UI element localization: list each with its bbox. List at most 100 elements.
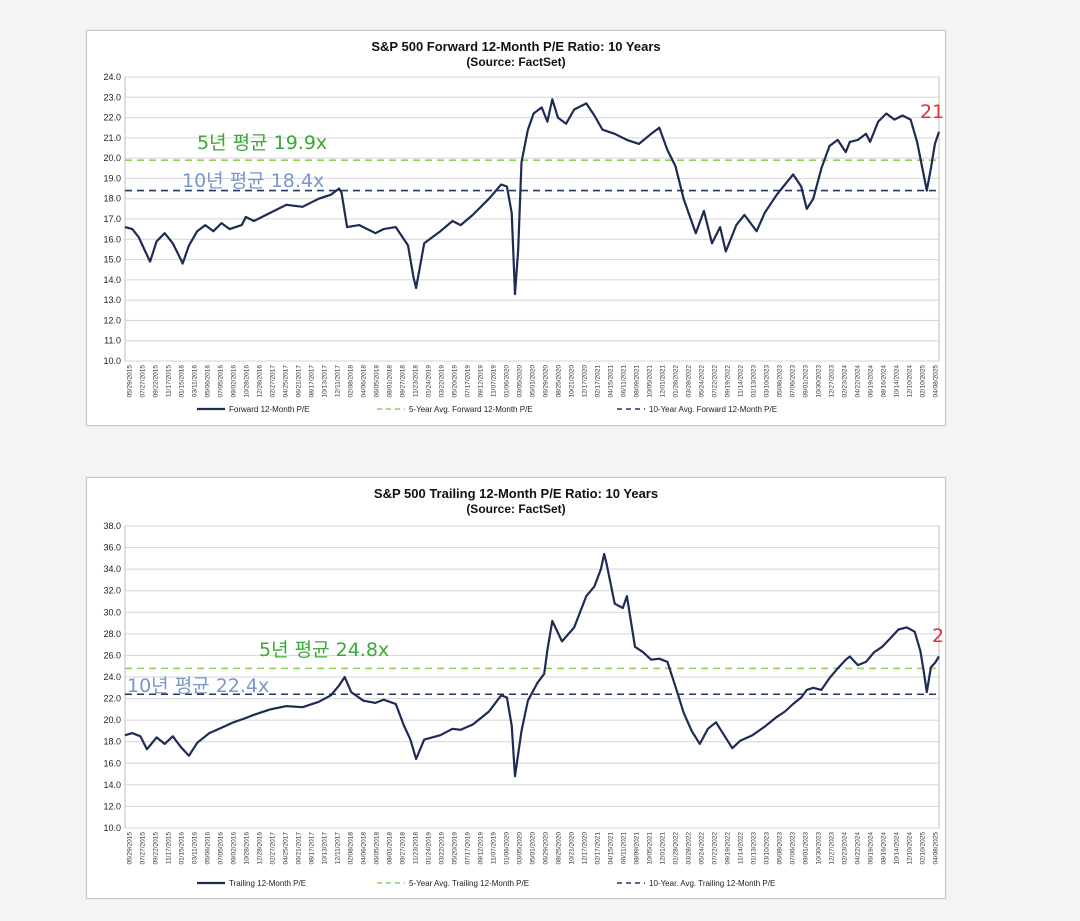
x-tick-label: 01/13/2023	[751, 365, 758, 398]
forward-pe-chart-card: S&P 500 Forward 12-Month P/E Ratio: 10 Y…	[86, 30, 946, 426]
x-tick-label: 10/14/2024	[894, 832, 901, 865]
x-tick-label: 05/08/2023	[777, 365, 784, 398]
x-tick-label: 02/17/2021	[595, 832, 602, 865]
x-tick-label: 10/21/2020	[569, 365, 576, 398]
y-tick-label: 22.0	[103, 694, 121, 704]
y-tick-label: 28.0	[103, 629, 121, 639]
x-tick-label: 12/27/2023	[829, 365, 836, 398]
x-tick-label: 07/22/2022	[712, 365, 719, 398]
x-tick-label: 05/01/2020	[530, 832, 537, 865]
x-tick-label: 04/15/2021	[608, 832, 615, 865]
x-tick-label: 06/29/2020	[543, 832, 550, 865]
x-tick-label: 02/23/2024	[842, 365, 849, 398]
legend-label: 5-Year Avg. Trailing 12-Month P/E	[409, 879, 529, 888]
x-tick-label: 05/06/2016	[205, 365, 212, 398]
x-tick-label: 03/05/2020	[517, 365, 524, 398]
x-tick-label: 04/25/2017	[283, 365, 290, 398]
pe-series-line	[124, 98, 941, 296]
x-tick-label: 08/16/2024	[881, 832, 888, 865]
x-tick-label: 10/13/2017	[322, 365, 329, 398]
y-tick-label: 14.0	[103, 780, 121, 790]
trailing-pe-chart-card: S&P 500 Trailing 12-Month P/E Ratio: 10 …	[86, 477, 946, 899]
x-tick-label: 10/30/2023	[816, 365, 823, 398]
x-tick-label: 01/24/2019	[426, 365, 433, 398]
x-tick-label: 08/16/2024	[881, 365, 888, 398]
x-tick-label: 05/01/2020	[530, 365, 537, 398]
x-tick-label: 07/22/2022	[712, 832, 719, 865]
x-tick-label: 03/10/2023	[764, 832, 771, 865]
y-tick-label: 13.0	[103, 295, 121, 305]
x-tick-label: 03/28/2022	[686, 365, 693, 398]
x-tick-label: 05/24/2022	[699, 832, 706, 865]
x-tick-label: 11/23/2018	[413, 832, 420, 864]
x-tick-label: 09/12/2019	[478, 365, 485, 398]
legend-label: Trailing 12-Month P/E	[229, 879, 306, 888]
x-tick-label: 12/10/2024	[907, 365, 914, 398]
y-tick-label: 12.0	[103, 315, 121, 325]
x-tick-label: 12/10/2024	[907, 832, 914, 865]
x-tick-label: 10/28/2016	[244, 832, 251, 865]
x-tick-label: 09/01/2023	[803, 365, 810, 398]
x-tick-label: 11/14/2022	[738, 832, 745, 864]
x-tick-label: 10/21/2020	[569, 832, 576, 865]
legend-label: 5-Year Avg. Forward 12-Month P/E	[409, 405, 533, 414]
y-tick-label: 24.0	[103, 72, 121, 82]
five-year-avg-annotation: 5년 평균 19.9x	[197, 132, 327, 154]
x-tick-label: 10/30/2023	[816, 832, 823, 865]
x-tick-label: 07/05/2016	[218, 832, 225, 865]
x-tick-label: 10/14/2024	[894, 365, 901, 398]
x-tick-label: 10/05/2021	[647, 832, 654, 865]
chart-subtitle: (Source: FactSet)	[466, 502, 565, 516]
x-tick-label: 04/25/2017	[283, 832, 290, 865]
x-tick-label: 07/17/2019	[465, 365, 472, 398]
y-tick-label: 10.0	[103, 356, 121, 366]
trailing-pe-chart: S&P 500 Trailing 12-Month P/E Ratio: 10 …	[103, 486, 945, 888]
x-tick-label: 09/02/2016	[231, 832, 238, 865]
x-tick-label: 12/01/2021	[660, 832, 667, 865]
x-tick-label: 11/07/2019	[491, 832, 498, 864]
x-tick-label: 05/20/2019	[452, 365, 459, 398]
ten-year-avg-annotation: 10년 평균 22.4x	[127, 675, 269, 697]
x-tick-label: 01/15/2016	[179, 365, 186, 398]
x-tick-label: 01/24/2019	[426, 832, 433, 865]
x-tick-label: 03/05/2020	[517, 832, 524, 865]
x-tick-label: 07/05/2016	[218, 365, 225, 398]
x-tick-label: 01/15/2016	[179, 832, 186, 865]
x-tick-label: 08/17/2017	[309, 832, 316, 865]
x-tick-label: 04/08/2025	[933, 832, 940, 865]
x-tick-label: 12/28/2016	[257, 365, 264, 398]
x-tick-label: 01/13/2023	[751, 832, 758, 865]
x-tick-label: 06/11/2021	[621, 832, 628, 864]
x-tick-label: 08/25/2020	[556, 832, 563, 865]
y-tick-label: 26.0	[103, 650, 121, 660]
x-tick-label: 05/24/2022	[699, 365, 706, 398]
y-tick-label: 14.0	[103, 275, 121, 285]
x-tick-label: 04/22/2024	[855, 832, 862, 865]
x-tick-label: 07/06/2023	[790, 832, 797, 865]
x-tick-label: 04/22/2024	[855, 365, 862, 398]
x-tick-label: 06/19/2024	[868, 832, 875, 865]
x-tick-label: 08/01/2018	[387, 365, 394, 398]
x-tick-label: 02/10/2025	[920, 832, 927, 865]
x-tick-label: 04/06/2018	[361, 365, 368, 398]
x-tick-label: 02/17/2021	[595, 365, 602, 398]
x-tick-label: 12/01/2021	[660, 365, 667, 398]
x-tick-label: 02/27/2017	[270, 365, 277, 398]
x-tick-label: 10/28/2016	[244, 365, 251, 398]
x-tick-label: 08/17/2017	[309, 365, 316, 398]
x-tick-label: 02/23/2024	[842, 832, 849, 865]
current-value-annotation: 25.9x	[932, 625, 945, 647]
x-tick-label: 06/29/2020	[543, 365, 550, 398]
x-tick-label: 11/23/2018	[413, 365, 420, 397]
y-tick-label: 20.0	[103, 153, 121, 163]
x-tick-label: 07/27/2015	[140, 365, 147, 398]
y-tick-label: 23.0	[103, 92, 121, 102]
y-tick-label: 19.0	[103, 173, 121, 183]
x-tick-label: 09/19/2022	[725, 365, 732, 398]
y-tick-label: 34.0	[103, 564, 121, 574]
x-tick-label: 09/12/2019	[478, 832, 485, 865]
y-tick-label: 10.0	[103, 823, 121, 833]
x-tick-label: 12/11/2017	[335, 832, 342, 864]
x-tick-label: 09/19/2022	[725, 832, 732, 865]
x-tick-label: 01/28/2022	[673, 832, 680, 865]
